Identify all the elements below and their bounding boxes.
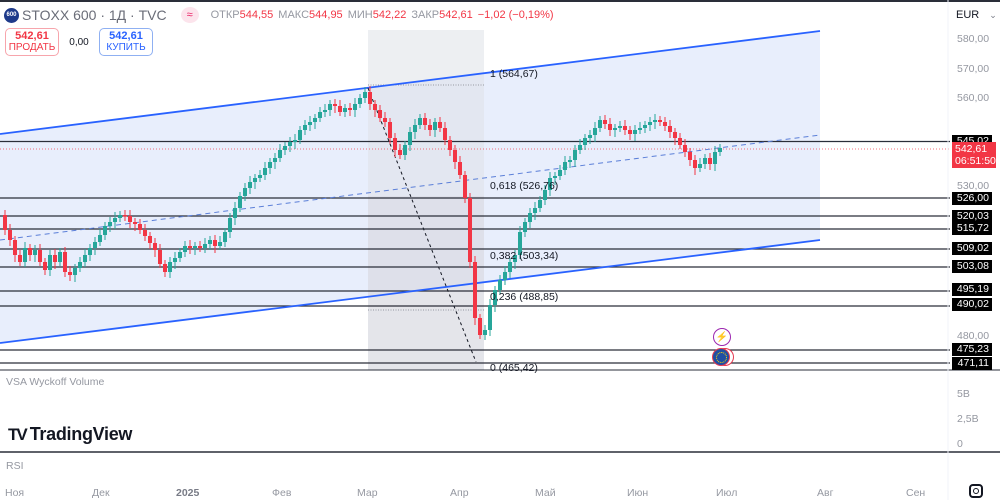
volume-axis-2-5b: 2,5B xyxy=(957,413,979,425)
buy-button[interactable]: 542,61 КУПИТЬ xyxy=(99,28,153,56)
time-axis-label: Сен xyxy=(906,487,926,499)
ohlc-close-label: ЗАКР xyxy=(411,9,440,21)
ohlc-low-label: МИН xyxy=(347,9,373,21)
fib-level-label: 0,236 (488,85) xyxy=(490,291,559,303)
level-price-tag: 503,08 xyxy=(952,260,992,273)
level-price-tag: 471,11 xyxy=(952,357,992,370)
volume-pane-title[interactable]: VSA Wyckoff Volume xyxy=(6,376,105,388)
tradingview-mark-icon: TV xyxy=(8,424,28,444)
time-axis-label: Апр xyxy=(450,487,469,499)
time-axis-label: Июл xyxy=(716,487,738,499)
time-axis-label: Мар xyxy=(357,487,378,499)
symbol-logo: 600 xyxy=(4,7,19,23)
chevron-down-icon: ⌄ xyxy=(989,9,997,20)
price-axis-label: 560,00 xyxy=(957,92,990,104)
fib-level-label: 0,618 (526,76) xyxy=(490,180,559,192)
top-border xyxy=(0,0,1000,2)
current-price-tag: 542,61 06:51:50 xyxy=(952,142,996,168)
price-axis-label: 580,00 xyxy=(957,33,990,45)
currency-label: EUR xyxy=(956,9,980,21)
symbol-header: 600 STOXX 600 · 1Д · TVC ≈ ОТКР544,55 МА… xyxy=(4,6,554,24)
price-axis-label: 530,00 xyxy=(957,180,990,192)
fib-level-label: 0,382 (503,34) xyxy=(490,250,559,262)
rsi-pane-title[interactable]: RSI xyxy=(6,460,24,472)
time-axis-label: Дек xyxy=(92,487,110,499)
fib-level-label: 0 (465,42) xyxy=(490,362,538,374)
sell-label: ПРОДАТЬ xyxy=(8,42,56,53)
time-axis-label: Авг xyxy=(817,487,834,499)
tradingview-logo[interactable]: TV TradingView xyxy=(8,424,132,445)
level-price-tag: 495,19 xyxy=(952,283,992,296)
ohlc-high-value: 544,95 xyxy=(309,9,343,21)
level-price-tag: 509,02 xyxy=(952,242,992,255)
buy-price: 542,61 xyxy=(109,30,143,42)
ohlc-open-value: 544,55 xyxy=(239,9,274,21)
volume-axis-0: 0 xyxy=(957,438,963,450)
currency-selector[interactable]: EUR ⌄ xyxy=(950,6,997,24)
lightning-event-icon[interactable]: ⚡ xyxy=(713,328,731,346)
eu-flag-event-icon[interactable] xyxy=(712,348,734,366)
ohlc-low-value: 542,22 xyxy=(372,9,407,21)
ohlc-values: ОТКР544,55 МАКС544,95 МИН542,22 ЗАКР542,… xyxy=(211,9,554,21)
level-price-tag: 515,72 xyxy=(952,222,992,235)
time-axis-label: Июн xyxy=(627,487,649,499)
volume-axis-5b: 5B xyxy=(957,388,970,400)
time-axis-label: 2025 xyxy=(176,487,200,499)
tradingview-wordmark: TradingView xyxy=(29,424,133,444)
ohlc-close-value: 542,61 xyxy=(439,9,473,21)
candlesticks xyxy=(3,86,722,340)
bar-countdown: 06:51:50 xyxy=(955,155,996,167)
ohlc-change: −1,02 (−0,19%) xyxy=(477,9,554,21)
level-price-tag: 490,02 xyxy=(952,298,992,311)
price-axis-label: 480,00 xyxy=(957,330,990,342)
price-axis-label: 570,00 xyxy=(957,63,990,75)
level-price-tag: 526,00 xyxy=(952,192,992,205)
symbol-title[interactable]: STOXX 600 · 1Д · TVC xyxy=(22,7,167,23)
ohlc-open-label: ОТКР xyxy=(210,9,240,21)
current-price: 542,61 xyxy=(955,143,988,155)
trade-panel: 542,61 ПРОДАТЬ 0,00 542,61 КУПИТЬ xyxy=(5,28,153,56)
ohlc-high-label: МАКС xyxy=(278,9,310,21)
level-price-tag: 475,23 xyxy=(952,343,992,356)
time-axis-label: Фев xyxy=(272,487,292,499)
time-axis-label: Май xyxy=(535,487,556,499)
time-axis-label: Ноя xyxy=(5,487,25,499)
spread-value: 0,00 xyxy=(69,36,89,48)
sell-price: 542,61 xyxy=(15,30,49,42)
settings-gear-icon[interactable] xyxy=(969,484,983,498)
fib-level-label: 1 (564,67) xyxy=(490,68,538,80)
buy-label: КУПИТЬ xyxy=(106,42,146,53)
compare-icon[interactable]: ≈ xyxy=(180,7,199,23)
level-price-tag: 520,03 xyxy=(952,210,992,223)
sell-button[interactable]: 542,61 ПРОДАТЬ xyxy=(5,28,59,56)
